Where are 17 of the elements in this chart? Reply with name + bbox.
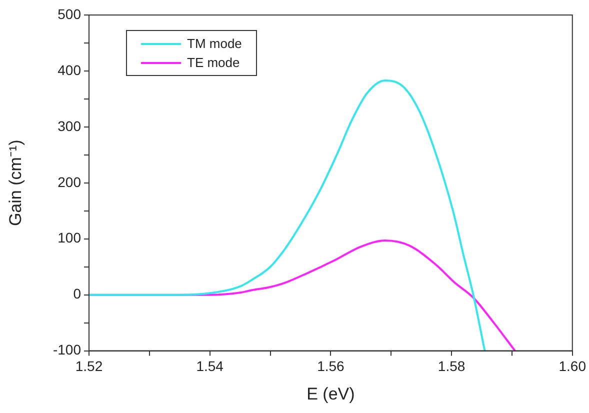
y-axis-title: Gain (cm⁻¹) <box>6 140 25 226</box>
y-tick-label: 0 <box>73 286 82 302</box>
x-tick-label: 1.52 <box>75 358 103 374</box>
x-tick-label: 1.56 <box>317 358 345 374</box>
y-tick-label: 200 <box>58 174 82 190</box>
legend-label: TM mode <box>187 36 242 51</box>
line-series <box>89 79 486 351</box>
x-tick-label: 1.54 <box>196 358 224 374</box>
y-tick-label: -100 <box>52 342 82 358</box>
y-tick-label: 300 <box>58 118 82 134</box>
y-tick-label: 500 <box>58 6 82 22</box>
x-tick-label: 1.60 <box>558 358 586 374</box>
x-tick-label: 1.58 <box>438 358 466 374</box>
legend-label: TE mode <box>187 55 240 70</box>
y-tick-label: 100 <box>58 230 82 246</box>
x-axis-title: E (eV) <box>306 384 355 404</box>
y-tick-label: 400 <box>58 62 82 78</box>
